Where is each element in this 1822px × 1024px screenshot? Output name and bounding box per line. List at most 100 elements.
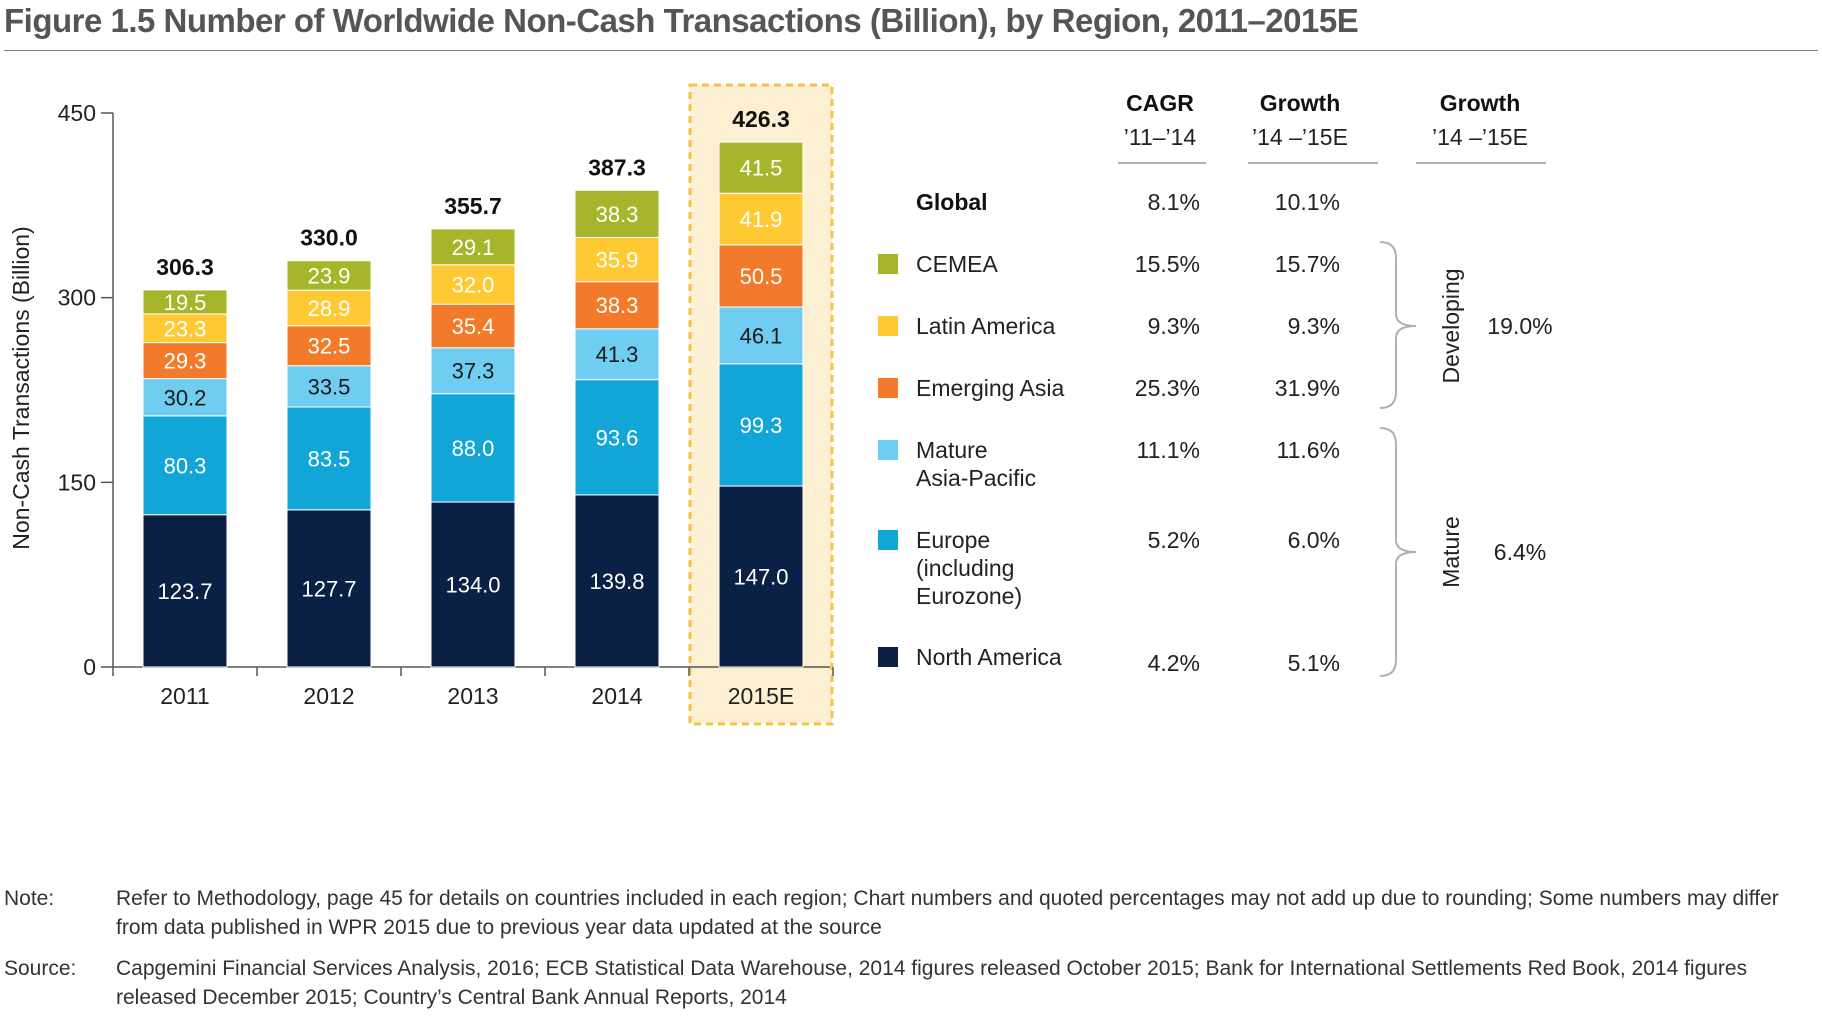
cagr-value: 15.5%	[1135, 251, 1200, 277]
bar-segment	[286, 289, 372, 327]
bar-value-label: 93.6	[596, 425, 639, 450]
bar-value-label: 50.5	[740, 264, 783, 289]
legend-label: Europe	[916, 527, 990, 553]
stacked-bar-chart: 0 150 300 450 Non-Cash Transactions (Billion…	[8, 83, 1553, 726]
bar-value-label: 41.5	[740, 156, 783, 181]
bar-value-label: 99.3	[740, 413, 783, 438]
growth-value: 31.9%	[1275, 375, 1340, 401]
group-growth-value: 6.4%	[1494, 539, 1546, 565]
legend-label: North America	[916, 644, 1062, 670]
bar-value-label: 37.3	[452, 359, 495, 384]
bar-total-label: 330.0	[300, 225, 358, 251]
bar-total-label: 355.7	[444, 193, 502, 219]
source-row: Source: Capgemini Financial Services Ana…	[4, 954, 1818, 1012]
bar-value-label: 83.5	[308, 446, 351, 471]
bar-segment	[718, 485, 804, 668]
legend-swatch	[878, 647, 898, 667]
bar-segment	[718, 244, 804, 308]
bar-value-label: 32.0	[452, 272, 495, 297]
global-row-label: Global	[916, 189, 988, 215]
y-tick-label: 150	[58, 469, 96, 495]
bar-segment	[142, 378, 228, 417]
legend-label: Mature	[916, 437, 988, 463]
legend-label: (including	[916, 555, 1014, 581]
bar-value-label: 35.9	[596, 248, 639, 273]
page-title: Figure 1.5 Number of Worldwide Non-Cash …	[4, 2, 1359, 39]
group-label: Developing	[1438, 268, 1464, 383]
growth-value: 5.1%	[1288, 650, 1340, 676]
bar-segment	[718, 306, 804, 365]
legend-label: Eurozone)	[916, 583, 1022, 609]
source-text: Capgemini Financial Services Analysis, 2…	[116, 957, 1748, 1009]
title-divider	[4, 50, 1818, 51]
x-tick-label: 2012	[303, 683, 354, 709]
bar-value-label: 29.3	[164, 349, 207, 374]
bar-value-label: 23.3	[164, 316, 207, 341]
legend-swatch	[878, 254, 898, 274]
cagr-value: 4.2%	[1148, 650, 1200, 676]
legend-label: Asia-Pacific	[916, 465, 1036, 491]
table-header-period: ’11–’14	[1124, 124, 1197, 150]
group-growth-value: 19.0%	[1487, 313, 1552, 339]
x-tick-label: 2011	[160, 683, 209, 709]
bar-value-label: 127.7	[301, 576, 356, 601]
bar-total-label: 387.3	[588, 154, 646, 180]
legend-swatch	[878, 378, 898, 398]
bar-segment	[286, 406, 372, 511]
bar-value-label: 46.1	[740, 323, 783, 348]
x-tick-label: 2014	[591, 683, 642, 709]
note-row: Note: Refer to Methodology, page 45 for …	[4, 884, 1818, 942]
bar-value-label: 33.5	[308, 374, 351, 399]
bar-value-label: 30.2	[164, 385, 207, 410]
bar-value-label: 29.1	[452, 235, 495, 260]
cagr-value: 5.2%	[1148, 527, 1200, 553]
bar-segment	[430, 347, 516, 395]
growth-value: 15.7%	[1275, 251, 1340, 277]
x-tick-label: 2015E	[728, 683, 795, 709]
bar-value-label: 139.8	[589, 569, 644, 594]
y-tick-label: 0	[83, 654, 96, 680]
bar-segment	[430, 228, 516, 266]
bar-segment	[142, 514, 228, 668]
cagr-value: 9.3%	[1148, 313, 1200, 339]
bar-value-label: 41.3	[596, 342, 639, 367]
bar-segment	[574, 189, 660, 238]
bar-segment	[574, 379, 660, 496]
bar-segment	[142, 289, 228, 315]
y-tick-label: 300	[58, 285, 96, 311]
y-tick-label: 450	[58, 100, 96, 126]
group-label: Mature	[1438, 516, 1464, 588]
legend-label: Latin America	[916, 313, 1056, 339]
bar-value-label: 19.5	[164, 290, 207, 315]
global-cagr: 8.1%	[1148, 189, 1200, 215]
bar-segment	[286, 325, 372, 367]
group-brace	[1379, 241, 1417, 409]
group-brace	[1379, 427, 1417, 677]
cagr-value: 11.1%	[1136, 437, 1200, 463]
bar-value-label: 23.9	[308, 263, 351, 288]
bar-segment	[142, 313, 228, 344]
bar-value-label: 88.0	[452, 436, 495, 461]
legend-label: Emerging Asia	[916, 375, 1065, 401]
bar-value-label: 134.0	[445, 573, 500, 598]
source-label: Source:	[4, 957, 77, 980]
bar-segment	[574, 328, 660, 381]
bar-segment	[142, 415, 228, 516]
cagr-value: 25.3%	[1135, 375, 1200, 401]
growth-value: 11.6%	[1276, 437, 1340, 463]
bar-segment	[286, 365, 372, 408]
bar-total-label: 306.3	[156, 254, 214, 280]
bar-segment	[718, 141, 804, 194]
table-header-period: ’14 –’15E	[1252, 124, 1348, 150]
bar-value-label: 28.9	[308, 296, 351, 321]
note-label: Note:	[4, 887, 55, 910]
bar-value-label: 35.4	[452, 314, 495, 339]
bar-segment	[286, 509, 372, 668]
bar-segment	[142, 342, 228, 380]
bar-value-label: 38.3	[596, 293, 639, 318]
notes-section: Note: Refer to Methodology, page 45 for …	[4, 884, 1818, 1024]
note-text: Refer to Methodology, page 45 for detail…	[116, 887, 1779, 939]
bar-segment	[718, 192, 804, 246]
bar-value-label: 123.7	[157, 579, 212, 604]
bar-segment	[430, 501, 516, 668]
